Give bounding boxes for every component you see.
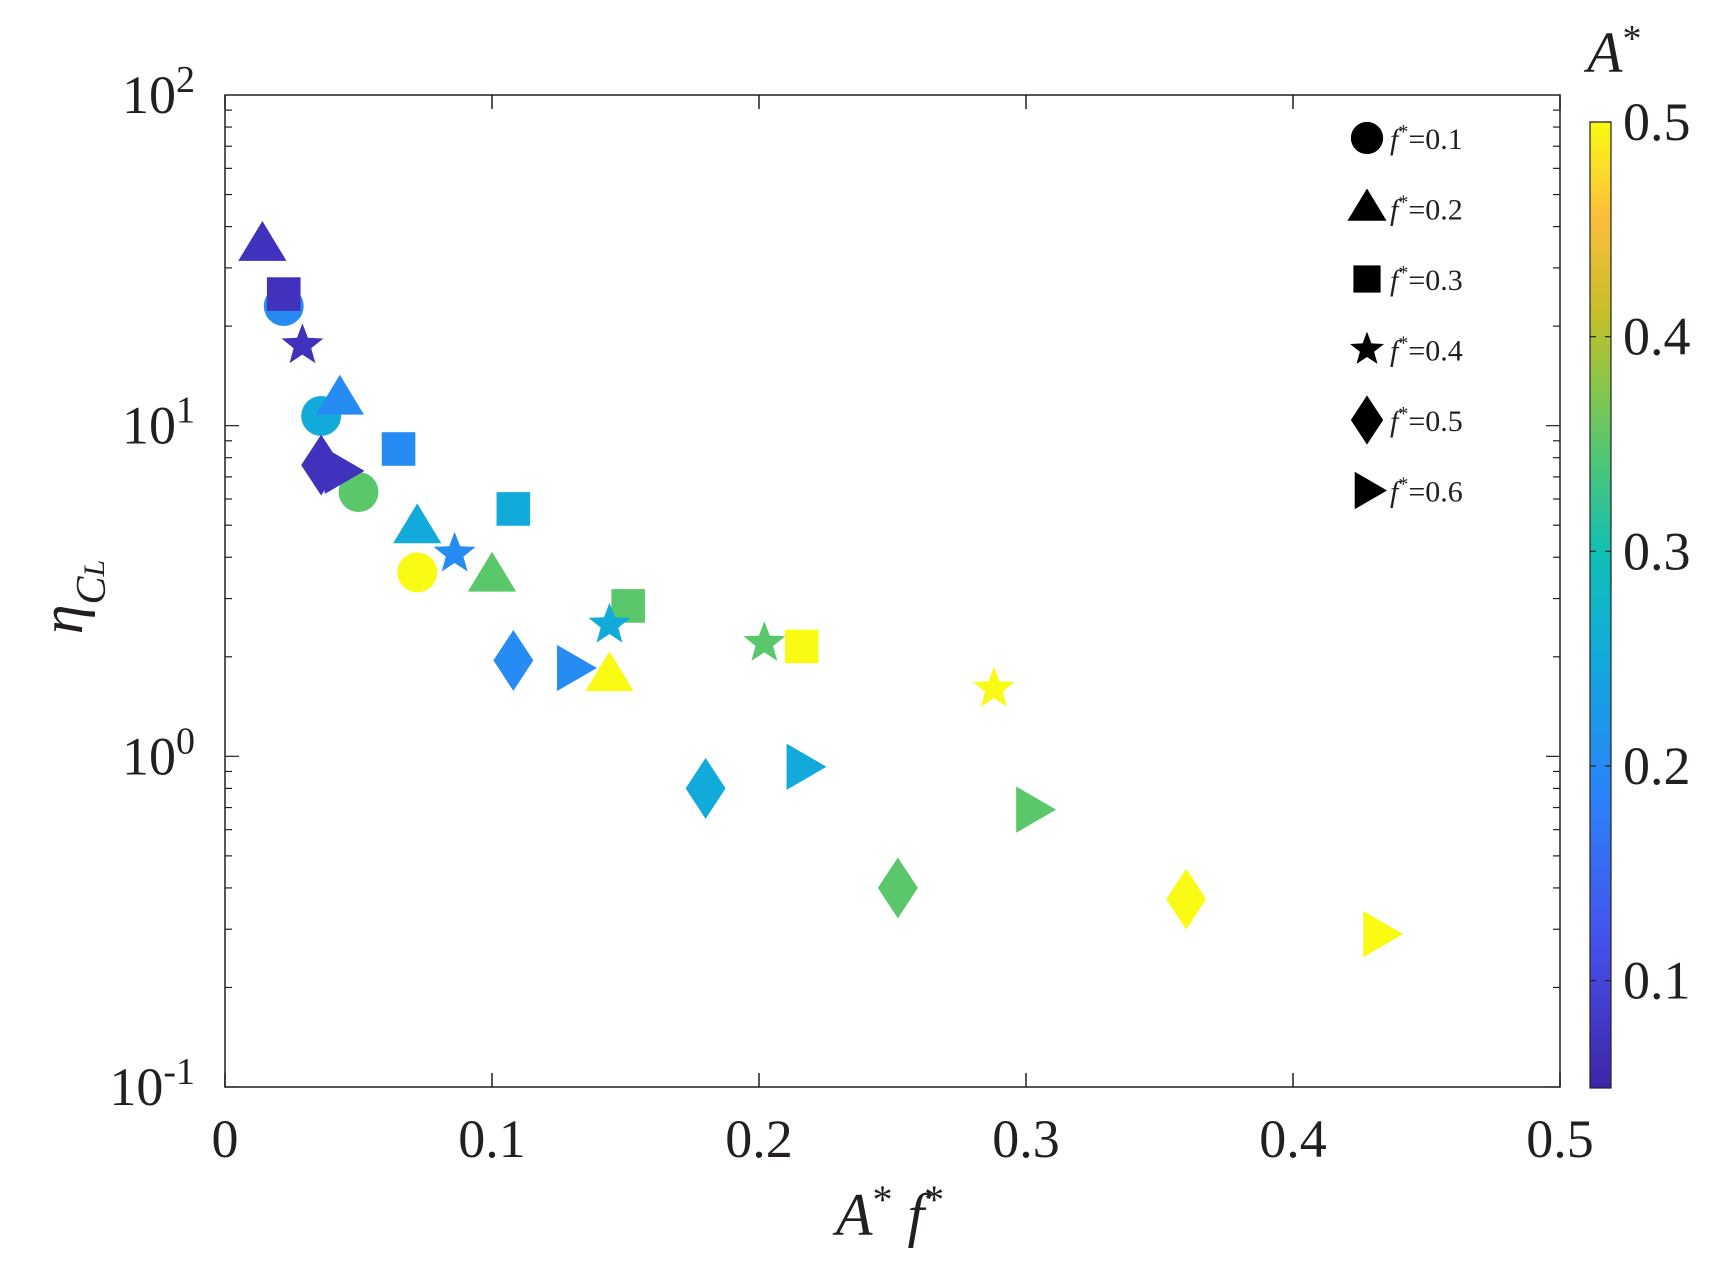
data-point-triangle-right	[324, 447, 365, 494]
x-tick-label: 0.4	[1259, 1109, 1327, 1169]
x-tick-label: 0.5	[1526, 1109, 1594, 1169]
y-axis-label: ηCL	[29, 560, 115, 634]
colorbar-tick-label: 0.4	[1623, 307, 1691, 367]
data-point-triangle-right	[1016, 786, 1057, 833]
colorbar-tick-label: 0.5	[1623, 92, 1691, 152]
data-point-star	[743, 621, 786, 661]
plot-frame	[224, 94, 1561, 1088]
x-tick-label: 0.2	[725, 1109, 793, 1169]
data-point-square	[784, 629, 819, 664]
data-point-triangle	[315, 374, 364, 415]
data-point-diamond	[685, 757, 726, 819]
legend-label: f*=0.6	[1390, 474, 1463, 509]
data-point-square	[266, 277, 301, 311]
data-point-star	[281, 323, 324, 364]
y-tick-label: 101	[122, 390, 195, 456]
legend-marker-circle	[1350, 121, 1384, 155]
data-point-triangle	[467, 551, 517, 592]
data-point-triangle-right	[786, 743, 827, 790]
legend-label: f*=0.2	[1390, 192, 1463, 227]
data-point-diamond	[1166, 868, 1207, 930]
x-axis-label: A* f*	[832, 1177, 944, 1249]
legend-marker-star	[1350, 331, 1384, 364]
data-point-triangle	[393, 503, 442, 544]
plot-area	[224, 94, 1561, 1088]
colorbar: 0.1 0.2 0.3 0.4 0.5 A*	[1583, 18, 1691, 1089]
data-point-circle	[338, 472, 379, 512]
data-point-triangle	[585, 651, 634, 692]
data-point-star	[588, 602, 631, 643]
data-point-triangle-right	[556, 644, 597, 692]
data-point-square	[496, 492, 531, 526]
data-point-square	[381, 432, 416, 466]
data-point-triangle-right	[1363, 911, 1404, 958]
x-tick-label: 0.1	[458, 1109, 526, 1169]
data-point-circle	[397, 552, 438, 593]
colorbar-tick-label: 0.2	[1623, 736, 1691, 796]
legend: f*=0.1f*=0.2f*=0.3f*=0.4f*=0.5f*=0.6	[1347, 121, 1463, 510]
colorbar-title: A*	[1583, 18, 1641, 85]
x-tick-label: 0.3	[992, 1109, 1060, 1169]
colorbar-tick-label: 0.1	[1623, 951, 1691, 1011]
legend-marker-diamond	[1350, 395, 1384, 445]
data-markers	[238, 221, 1404, 958]
colorbar-tick-label: 0.3	[1623, 521, 1691, 581]
legend-marker-square	[1353, 265, 1381, 293]
legend-marker-triangle	[1347, 188, 1387, 221]
data-point-square	[611, 589, 645, 623]
axis-ticks	[224, 95, 1561, 1088]
y-tick-label: 10-1	[109, 1051, 195, 1117]
x-tick-labels: 0 0.1 0.2 0.3 0.4 0.5	[212, 1109, 1594, 1169]
colorbar-gradient	[1589, 121, 1612, 1089]
legend-label: f*=0.1	[1390, 121, 1463, 156]
data-point-diamond	[877, 857, 918, 919]
x-tick-label: 0	[212, 1109, 239, 1169]
data-point-star	[973, 666, 1015, 707]
data-point-diamond	[493, 629, 534, 691]
data-point-star	[433, 531, 476, 572]
y-tick-label: 100	[122, 720, 195, 786]
y-tick-labels: 10-1 100 101 102	[109, 59, 195, 1117]
y-tick-label: 102	[122, 59, 195, 125]
data-point-triangle	[238, 221, 287, 261]
legend-marker-triangle-right	[1354, 471, 1388, 510]
